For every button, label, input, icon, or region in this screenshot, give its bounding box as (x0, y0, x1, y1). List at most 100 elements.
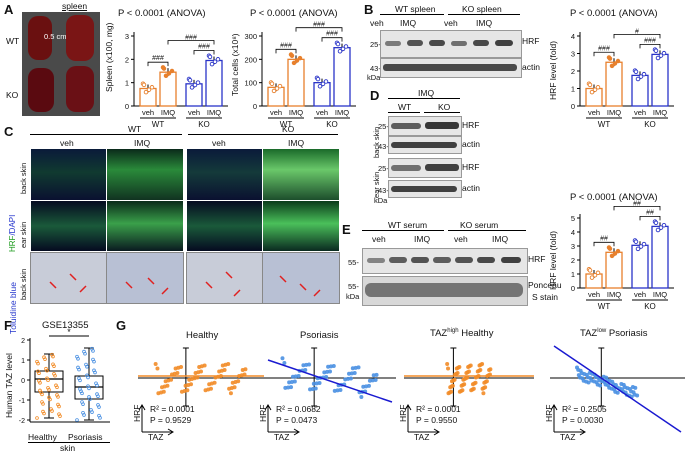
data-point (592, 87, 598, 92)
data-point (603, 382, 608, 387)
data-point (42, 355, 46, 360)
data-point (589, 378, 594, 383)
data-point (45, 376, 49, 381)
data-point (609, 63, 615, 69)
sig-label: ### (152, 55, 164, 62)
spleen-photo-title: spleen (62, 1, 88, 11)
y-tick-label: 0 (571, 284, 575, 293)
data-point (632, 392, 637, 397)
data-point (468, 363, 473, 368)
c-row1: back skin (19, 162, 28, 194)
g2-xlabel: TAZ (274, 432, 290, 442)
data-point (615, 248, 621, 254)
data-point (452, 377, 457, 382)
data-point (462, 382, 467, 387)
data-point (163, 73, 169, 79)
data-point (658, 53, 664, 58)
data-point (307, 362, 312, 367)
e-label-ponceau: Ponceau (528, 280, 562, 290)
c-veh1: veh (60, 138, 74, 148)
data-point (578, 375, 583, 380)
d-ko: KO (438, 102, 451, 112)
g2-r2: R² = 0.0682 (276, 404, 321, 414)
data-point (192, 82, 198, 88)
e-mw2: 55- (348, 282, 359, 291)
arrow-head (293, 428, 300, 436)
x-tick-label: veh (316, 108, 328, 117)
data-point (597, 378, 602, 383)
data-point (607, 246, 613, 251)
micro-wt-veh-back (30, 148, 108, 202)
blot-b-label-hrf: HRF (522, 36, 540, 46)
data-point (202, 363, 207, 368)
x-tick-label: IMQ (335, 108, 349, 117)
micro-ko-imq-ear (262, 200, 340, 252)
data-point (89, 408, 93, 412)
data-point (661, 222, 667, 228)
sig-bracket (593, 51, 615, 57)
bar (631, 244, 649, 289)
d-mw4: 43- (378, 186, 389, 195)
g1-title: Healthy (186, 330, 219, 341)
data-point (484, 379, 489, 384)
y-tick-label: -2 (19, 418, 25, 425)
data-point (601, 374, 606, 379)
data-point (49, 407, 53, 411)
panel-label-b: B (364, 2, 374, 17)
panel-label-d: D (370, 88, 380, 103)
spleen-ko-veh (28, 68, 54, 112)
x-tick-label: veh (634, 108, 646, 117)
data-point (619, 381, 624, 386)
blot-d-hrf2 (388, 158, 462, 178)
arrow-head (167, 428, 174, 436)
micro-wt-imq-ear (106, 200, 184, 252)
f-title: GSE13355 (42, 320, 89, 331)
group-label: KO (198, 120, 210, 129)
g3-r2: R² = 0.0001 (416, 404, 461, 414)
f-x1: Healthy (28, 432, 57, 442)
data-point (607, 56, 613, 61)
y-tick-label: 0 (125, 102, 129, 111)
group-label: WT (280, 120, 293, 129)
data-point (607, 385, 612, 390)
group-label: KO (644, 302, 656, 311)
data-point (40, 400, 44, 404)
sig-bracket (613, 33, 661, 39)
data-point (155, 366, 160, 371)
f-boxplot: 2 1 0 -1 -2 * (19, 328, 110, 425)
sig-label: * (67, 328, 71, 337)
y-tick-label: -1 (19, 398, 25, 405)
data-point (629, 389, 634, 394)
sig-label: ### (598, 45, 610, 52)
data-point (179, 365, 184, 369)
data-point (296, 373, 301, 378)
sig-label: ### (185, 35, 197, 42)
panel-label-g: G (116, 318, 127, 333)
e-chart: 0 1 2 3 4 5 veh IMQ veh IMQ WT KO ## ## ## (571, 200, 674, 311)
data-point (373, 377, 378, 382)
data-point (638, 74, 644, 79)
data-point (46, 386, 50, 390)
data-point (589, 275, 595, 280)
y-tick-label: 4 (571, 228, 575, 237)
g3-xlabel: TAZ (414, 432, 430, 442)
sig-label: ### (326, 31, 338, 38)
blot-b-mw2: 43- (370, 64, 381, 73)
micro-ko-veh-back (186, 148, 264, 202)
blot-b-actin (380, 58, 522, 78)
e-chart-title: P < 0.0001 (ANOVA) (570, 192, 658, 203)
data-point (189, 85, 195, 90)
data-point (146, 87, 152, 92)
data-point (612, 61, 618, 66)
data-point (161, 66, 167, 71)
bar (205, 59, 223, 107)
g3-p: P = 0.9550 (416, 415, 458, 425)
data-point (35, 359, 39, 364)
d-label-actin1: actin (462, 139, 480, 149)
sig-bracket (639, 43, 661, 49)
y-tick-label: 4 (571, 32, 575, 41)
c-row3: back skin (19, 268, 28, 300)
g4-xlabel: TAZ (560, 432, 576, 442)
